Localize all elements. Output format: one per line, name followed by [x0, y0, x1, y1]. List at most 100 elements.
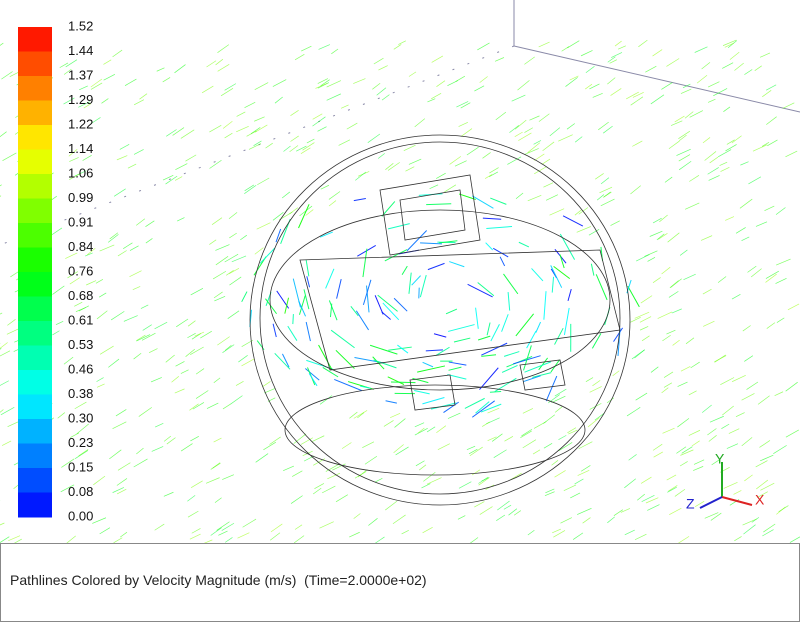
viewport: 1.52 1.44 1.37 1.29 1.22 1.14 1.06 0.99 0.91 0.84… [0, 0, 800, 543]
pathline [330, 329, 355, 349]
pathline [0, 348, 2, 350]
pathline [165, 354, 175, 363]
pathline [369, 344, 398, 355]
pathline [235, 380, 244, 386]
pathline [514, 131, 523, 138]
pathline [180, 443, 193, 452]
pathline [163, 491, 174, 497]
pathline [543, 414, 556, 424]
pathline [0, 131, 7, 138]
pathline [83, 103, 92, 109]
pathline [558, 134, 573, 142]
pathline [393, 297, 408, 312]
pathline [175, 163, 188, 170]
pathline [99, 244, 115, 252]
color-band [18, 51, 52, 77]
pathline [85, 252, 93, 257]
pathline [383, 420, 394, 427]
pathline [415, 460, 425, 467]
pathline [693, 466, 704, 471]
pathline [680, 88, 692, 94]
pathline [468, 448, 478, 455]
pathline [338, 139, 351, 146]
pathline [319, 521, 334, 529]
pathline [394, 418, 406, 428]
colorbar-label: 0.53 [68, 337, 93, 352]
color-band [18, 492, 52, 518]
pathline [123, 315, 138, 322]
pathline [187, 320, 196, 327]
pathline [272, 212, 284, 221]
pathline [676, 148, 691, 156]
pathline [401, 530, 409, 535]
pathline [436, 425, 447, 434]
colorbar-label: 0.15 [68, 459, 93, 474]
pathline [75, 307, 86, 312]
pathline [713, 88, 728, 97]
pathline [767, 139, 778, 147]
pathline [154, 423, 164, 428]
pathline [317, 126, 327, 132]
pathline [667, 232, 680, 243]
pathline [236, 125, 249, 133]
pathline [553, 530, 566, 538]
pathline [474, 501, 485, 508]
sphere-outline [249, 134, 631, 506]
pathline [595, 173, 604, 180]
pathline [707, 167, 719, 175]
pathline [666, 329, 676, 335]
pathline [150, 377, 162, 383]
pathline [594, 412, 605, 421]
pathline [244, 101, 256, 108]
pathline [384, 249, 408, 262]
pathline [420, 242, 443, 245]
pathline [96, 377, 104, 382]
pathline [210, 527, 222, 536]
pathline [569, 75, 579, 81]
pathline [220, 87, 234, 97]
pathline [326, 93, 341, 101]
pathline [6, 328, 19, 335]
pathline [766, 116, 777, 125]
pathline [756, 479, 769, 490]
pathline [683, 273, 696, 281]
pathline [668, 140, 680, 150]
pathline [789, 536, 800, 543]
pathline [110, 311, 125, 321]
pathline [554, 406, 563, 413]
pathline [493, 449, 507, 458]
pathline [133, 99, 145, 106]
pathline [439, 240, 458, 244]
pathline [331, 48, 339, 55]
pathline [300, 437, 313, 445]
pathline [256, 222, 271, 230]
pathline [527, 142, 541, 154]
pathline [423, 471, 436, 482]
pathline [417, 427, 425, 434]
pathline [677, 418, 690, 428]
pathline [595, 274, 608, 301]
pathline [585, 66, 595, 74]
pathline [129, 270, 142, 278]
pathline [454, 160, 467, 167]
pathline [328, 200, 337, 207]
pathline [411, 275, 421, 286]
pathline [688, 390, 697, 396]
pathline [637, 493, 645, 501]
pathline [680, 449, 694, 456]
pathline [136, 447, 144, 455]
pathline [203, 539, 213, 543]
pathline [709, 415, 724, 423]
pathline [206, 402, 219, 409]
pathline [766, 84, 777, 91]
pathline [520, 430, 532, 438]
pathline [165, 175, 178, 185]
pathline [162, 77, 171, 83]
pathline [620, 508, 631, 513]
pathline [244, 184, 257, 194]
pathline [353, 410, 368, 419]
pathline [600, 198, 615, 207]
pathline [672, 339, 680, 346]
pathline [728, 428, 740, 434]
pathline [357, 412, 365, 419]
